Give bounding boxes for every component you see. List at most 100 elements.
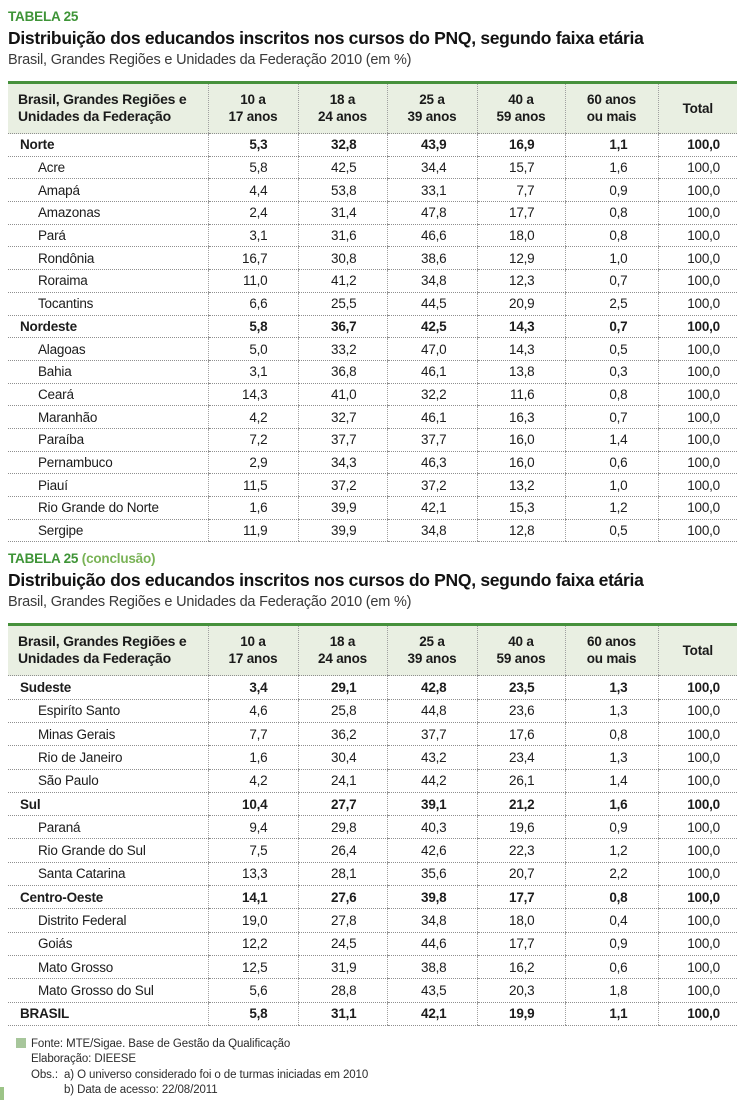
state-name-cell: Mato Grosso xyxy=(8,955,208,980)
value-cell: 37,7 xyxy=(386,722,477,747)
value-cell: 43,2 xyxy=(386,745,477,770)
value-cell: 0,7 xyxy=(564,315,658,339)
value-cell: 32,7 xyxy=(297,405,387,429)
value-cell: 44,5 xyxy=(386,292,477,316)
table-row: Amapá 4,4 53,8 33,1 7,7 0,9 100,0 xyxy=(8,178,737,203)
value-cell: 0,5 xyxy=(564,337,658,361)
column-header-cell: 10 a 17 anos xyxy=(207,82,298,134)
value-cell: 37,2 xyxy=(297,473,387,497)
value-cell: 27,6 xyxy=(297,885,387,910)
value-cell: 40,3 xyxy=(386,815,477,840)
state-name-cell: Acre xyxy=(8,156,208,180)
value-cell: 6,6 xyxy=(207,292,298,316)
table-tag-label: TABELA 25 xyxy=(8,9,79,24)
value-cell: 17,7 xyxy=(476,885,565,910)
column-header-cell: 25 a 39 anos xyxy=(386,624,477,677)
value-cell: 0,8 xyxy=(564,885,658,910)
value-cell: 34,3 xyxy=(297,451,387,475)
table-row: Acre 5,8 42,5 34,4 15,7 1,6 100,0 xyxy=(8,156,737,180)
total-value-cell: 100,0 xyxy=(657,383,737,407)
column-header-cell: 10 a 17 anos xyxy=(207,624,298,677)
column-header-cell: 18 a 24 anos xyxy=(297,624,387,677)
value-cell: 34,8 xyxy=(386,519,477,543)
age-distribution-table-1: Brasil, Grandes Regiões e Unidades da Fed… xyxy=(8,81,737,543)
table-row: Maranhão 4,2 32,7 46,1 16,3 0,7 100,0 xyxy=(8,405,737,429)
column-header-line: 17 anos xyxy=(228,109,278,124)
obs-label: Obs.: xyxy=(31,1068,58,1081)
total-value-cell: 100,0 xyxy=(657,908,737,933)
total-value-cell: 100,0 xyxy=(657,405,737,429)
total-value-cell: 100,0 xyxy=(657,955,737,980)
row-header-line: Brasil, Grandes Regiões e xyxy=(18,633,187,650)
value-cell: 39,9 xyxy=(297,519,387,543)
value-cell: 46,1 xyxy=(386,360,477,384)
value-cell: 5,8 xyxy=(207,156,298,180)
value-cell: 0,6 xyxy=(564,451,658,475)
total-value-cell: 100,0 xyxy=(657,1002,737,1026)
table-row: Goiás 12,2 24,5 44,6 17,7 0,9 100,0 xyxy=(8,932,737,956)
value-cell: 24,1 xyxy=(297,769,387,793)
value-cell: 0,8 xyxy=(564,201,658,225)
value-cell: 37,7 xyxy=(386,428,477,452)
table1-section: TABELA 25 Distribuição dos educandos ins… xyxy=(8,9,737,543)
state-name-cell: Rio Grande do Norte xyxy=(8,496,208,520)
state-name-cell: Rio Grande do Sul xyxy=(8,838,208,863)
total-value-cell: 100,0 xyxy=(657,269,737,293)
state-name-cell: Alagoas xyxy=(8,337,208,361)
value-cell: 46,3 xyxy=(386,451,477,475)
value-cell: 4,2 xyxy=(207,405,298,429)
state-name-cell: Paraná xyxy=(8,815,208,840)
total-value-cell: 100,0 xyxy=(657,519,737,543)
state-name-cell: Rondônia xyxy=(8,246,208,271)
total-value-cell: 100,0 xyxy=(657,451,737,475)
value-cell: 16,3 xyxy=(476,405,565,429)
value-cell: 4,4 xyxy=(207,178,298,203)
table2-section: TABELA 25 (conclusão) Distribuição dos e… xyxy=(8,551,737,1026)
value-cell: 41,2 xyxy=(297,269,387,293)
table-row: Sul 10,4 27,7 39,1 21,2 1,6 100,0 xyxy=(8,792,737,817)
value-cell: 1,4 xyxy=(564,428,658,452)
value-cell: 0,6 xyxy=(564,955,658,980)
value-cell: 38,8 xyxy=(386,955,477,980)
value-cell: 1,3 xyxy=(564,745,658,770)
column-header-cell: 25 a 39 anos xyxy=(386,82,477,134)
table-row: Norte 5,3 32,8 43,9 16,9 1,1 100,0 xyxy=(8,133,737,157)
value-cell: 1,6 xyxy=(564,792,658,817)
value-cell: 16,7 xyxy=(207,246,298,271)
value-cell: 19,6 xyxy=(476,815,565,840)
table-row: Bahia 3,1 36,8 46,1 13,8 0,3 100,0 xyxy=(8,360,737,384)
table-row: Distrito Federal 19,0 27,8 34,8 18,0 0,4 100,0 xyxy=(8,908,737,933)
table1-title: Distribuição dos educandos inscritos nos… xyxy=(8,28,644,48)
value-cell: 0,7 xyxy=(564,405,658,429)
state-name-cell: Espiríto Santo xyxy=(8,699,208,723)
column-header-cell: Total xyxy=(657,82,737,134)
total-value-cell: 100,0 xyxy=(657,722,737,747)
value-cell: 1,3 xyxy=(564,699,658,723)
value-cell: 27,7 xyxy=(297,792,387,817)
value-cell: 14,3 xyxy=(476,315,565,339)
column-header-line: 59 anos xyxy=(496,109,546,124)
obs-a-line: Obs.: a) O universo considerado foi o de … xyxy=(16,1068,737,1084)
value-cell: 5,0 xyxy=(207,337,298,361)
column-header-line: 17 anos xyxy=(228,651,278,667)
value-cell: 39,1 xyxy=(386,792,477,817)
row-header-cell: Brasil, Grandes Regiões e Unidades da Fed… xyxy=(8,624,208,677)
table1-tag: TABELA 25 xyxy=(8,9,737,24)
total-value-cell: 100,0 xyxy=(657,133,737,157)
table-tag-label: TABELA 25 xyxy=(8,551,79,567)
value-cell: 11,0 xyxy=(207,269,298,293)
value-cell: 0,4 xyxy=(564,908,658,933)
value-cell: 20,9 xyxy=(476,292,565,316)
value-cell: 11,9 xyxy=(207,519,298,543)
total-value-cell: 100,0 xyxy=(657,224,737,248)
value-cell: 33,2 xyxy=(297,337,387,361)
value-cell: 42,1 xyxy=(386,496,477,520)
value-cell: 36,8 xyxy=(297,360,387,384)
value-cell: 42,1 xyxy=(386,1002,477,1026)
table-row: Amazonas 2,4 31,4 47,8 17,7 0,8 100,0 xyxy=(8,201,737,225)
value-cell: 16,0 xyxy=(476,428,565,452)
value-cell: 37,2 xyxy=(386,473,477,497)
table1-subtitle: Brasil, Grandes Regiões e Unidades da Fe… xyxy=(8,52,412,68)
value-cell: 14,1 xyxy=(207,885,298,910)
total-value-cell: 100,0 xyxy=(657,337,737,361)
